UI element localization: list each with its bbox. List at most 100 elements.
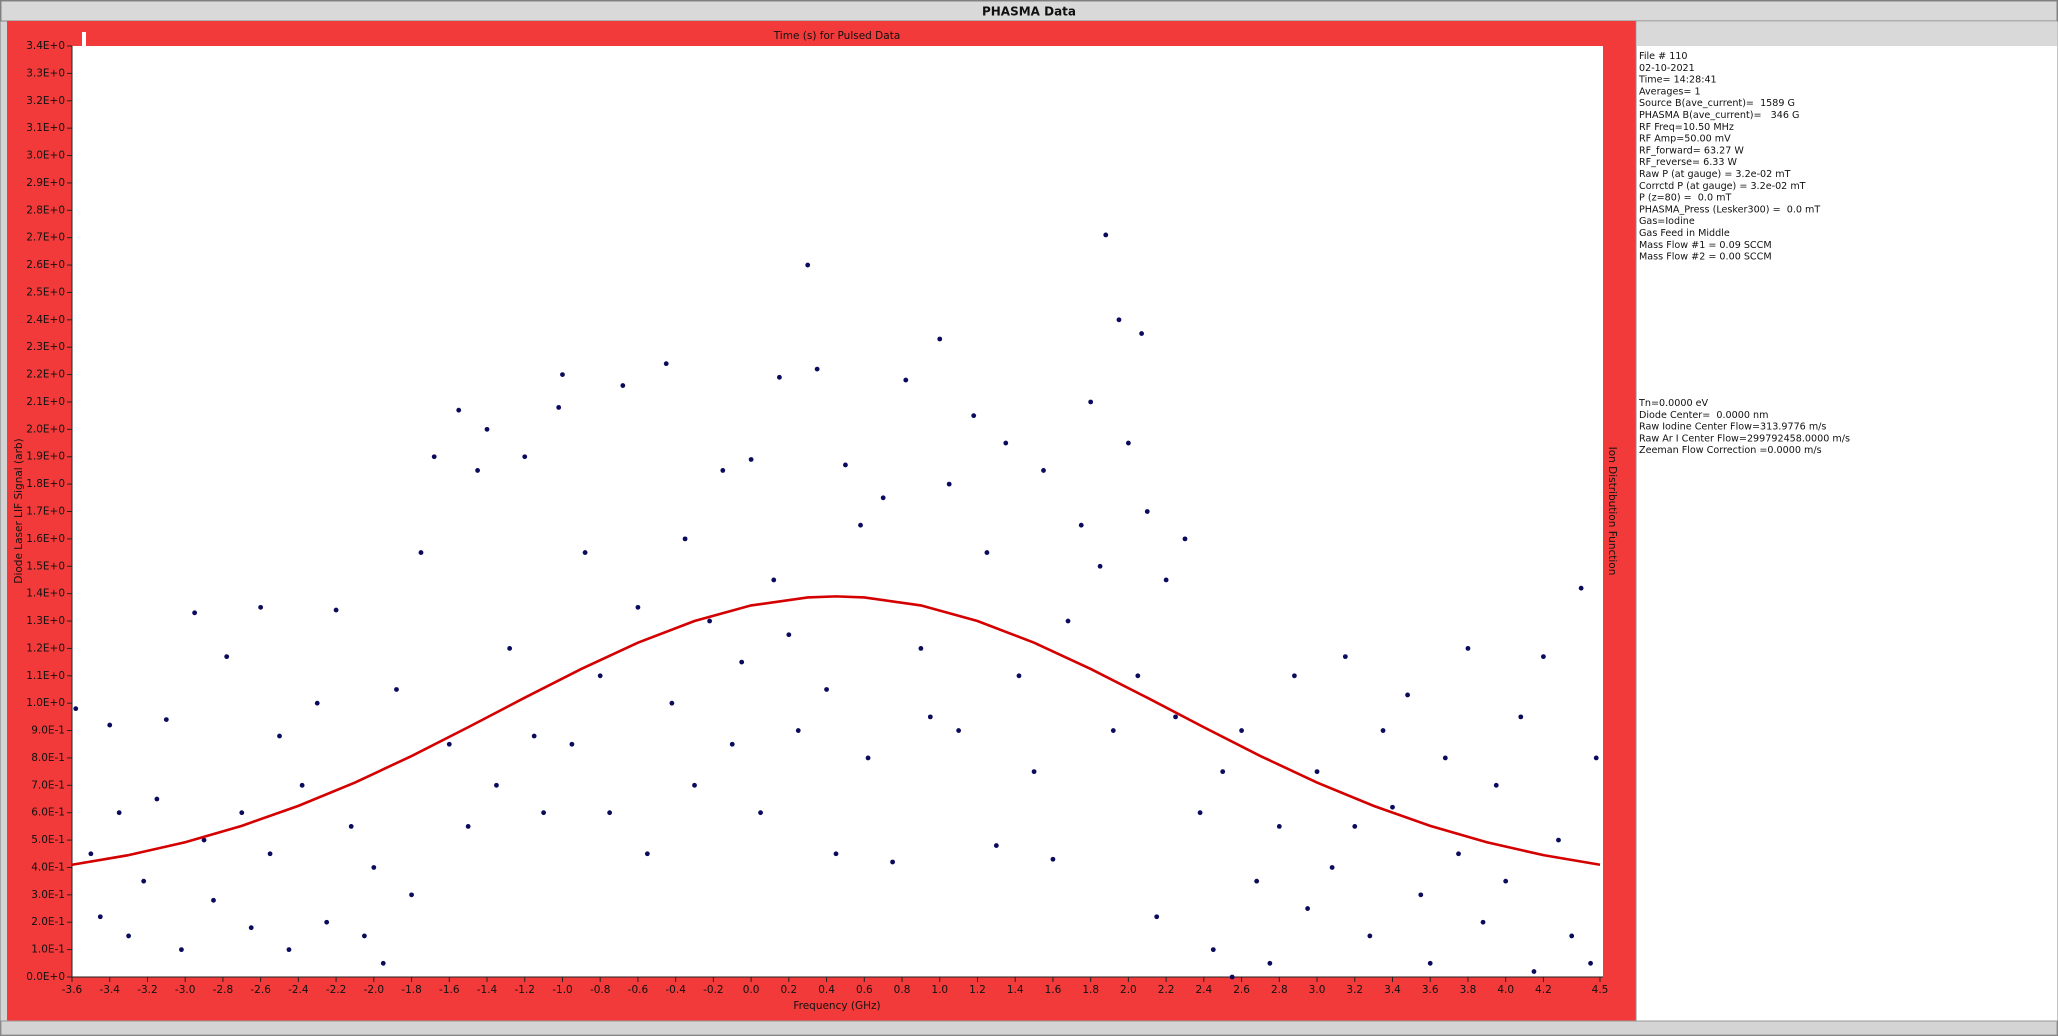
data-point xyxy=(1342,654,1348,660)
x-tick-label: -2.2 xyxy=(326,984,347,996)
data-point xyxy=(314,700,320,706)
data-point xyxy=(1427,960,1433,966)
y-tick-label: 2.0E+0 xyxy=(26,423,65,435)
data-point xyxy=(597,673,603,679)
x-tick-label: -3.2 xyxy=(137,984,158,996)
y-tick-label: 1.3E+0 xyxy=(26,615,65,627)
x-tick-label: 1.4 xyxy=(1007,984,1024,996)
data-point xyxy=(484,426,490,432)
data-point xyxy=(179,947,184,953)
data-point xyxy=(267,851,273,857)
x-tick-label: 3.2 xyxy=(1346,984,1363,996)
data-point xyxy=(1405,692,1410,698)
y-tick-label: 1.5E+0 xyxy=(26,560,65,572)
data-point xyxy=(582,550,588,555)
data-point xyxy=(946,481,952,487)
data-point xyxy=(824,687,829,692)
marker xyxy=(82,32,86,46)
x-tick-label: 2.2 xyxy=(1158,984,1175,996)
info-line: Mass Flow #2 = 0.00 SCCM xyxy=(1639,252,1772,263)
data-point xyxy=(380,960,386,966)
data-point xyxy=(1292,673,1297,679)
data-point xyxy=(1135,673,1141,679)
info-line: Averages= 1 xyxy=(1639,86,1701,97)
y-tick-label: 6.0E-1 xyxy=(31,807,65,819)
data-point xyxy=(739,659,745,665)
data-point xyxy=(1390,804,1395,810)
data-point xyxy=(1173,714,1178,720)
data-point xyxy=(277,733,282,739)
data-point xyxy=(1116,317,1122,323)
x-tick-label: 3.4 xyxy=(1384,984,1401,996)
data-point xyxy=(607,810,613,816)
data-point xyxy=(890,859,895,865)
x-tick-label: 4.0 xyxy=(1497,984,1514,996)
data-point xyxy=(475,468,480,473)
data-point xyxy=(154,796,160,802)
data-point xyxy=(880,495,886,501)
data-point xyxy=(1480,919,1486,925)
info-line: Raw Ar I Center Flow=299792458.0000 m/s xyxy=(1639,433,1850,444)
x-tick-label: -2.6 xyxy=(250,984,271,996)
data-point xyxy=(805,262,811,268)
data-point xyxy=(771,577,777,583)
info-line: Time= 14:28:41 xyxy=(1638,75,1717,86)
y-tick-label: 1.6E+0 xyxy=(26,533,65,545)
data-point xyxy=(1154,914,1160,920)
y-tick-label: 1.0E-1 xyxy=(31,944,65,956)
x-tick-label: -2.4 xyxy=(288,984,309,996)
y-tick-label: 0.0E+0 xyxy=(26,971,65,983)
x-tick-label: 3.0 xyxy=(1309,984,1326,996)
data-point xyxy=(141,878,147,884)
y-tick-label: 2.2E+0 xyxy=(26,369,65,381)
data-point xyxy=(635,604,641,610)
data-point xyxy=(1220,769,1226,775)
x-tick-label: -3.6 xyxy=(62,984,83,996)
data-point xyxy=(560,372,565,377)
data-point xyxy=(333,607,339,613)
data-point xyxy=(361,933,367,939)
y-tick-label: 2.8E+0 xyxy=(26,204,65,216)
x-axis-label: Frequency (GHz) xyxy=(793,1000,880,1012)
data-point xyxy=(248,925,254,931)
data-point xyxy=(858,522,863,528)
data-point xyxy=(1305,906,1311,911)
data-point xyxy=(1276,823,1282,829)
x-tick-label: -1.0 xyxy=(552,984,573,996)
data-point xyxy=(1210,947,1216,953)
data-point xyxy=(1110,728,1116,733)
data-point xyxy=(777,374,782,380)
x-tick-label: 0.6 xyxy=(856,984,873,996)
data-point xyxy=(97,914,103,920)
data-point xyxy=(465,823,471,829)
info-line: Corrctd P (at gauge) = 3.2e-02 mT xyxy=(1639,181,1806,192)
data-point xyxy=(729,741,735,747)
data-point xyxy=(224,654,230,660)
data-point xyxy=(795,728,801,733)
data-point xyxy=(918,646,924,651)
data-point xyxy=(1556,837,1561,843)
y-tick-label: 9.0E-1 xyxy=(31,725,65,737)
info-line: RF_reverse= 6.33 W xyxy=(1639,157,1738,168)
info-line: Gas Feed in Middle xyxy=(1639,228,1730,239)
data-point xyxy=(1493,782,1499,788)
x-tick-label: 2.4 xyxy=(1196,984,1213,996)
data-point xyxy=(833,851,839,857)
data-point xyxy=(1016,673,1022,679)
data-point xyxy=(984,550,990,555)
x-tick-label: 0.0 xyxy=(743,984,760,996)
data-point xyxy=(126,933,131,939)
x-tick-label: 4.2 xyxy=(1535,984,1552,996)
data-point xyxy=(786,632,792,638)
data-point xyxy=(556,405,562,410)
x-tick-label: -2.8 xyxy=(213,984,234,996)
y-tick-label: 2.4E+0 xyxy=(26,314,65,326)
y-tick-label: 3.4E+0 xyxy=(26,40,65,52)
data-point xyxy=(956,728,962,733)
x-tick-label: -0.2 xyxy=(703,984,724,996)
y-tick-label: 1.1E+0 xyxy=(26,670,65,682)
data-point xyxy=(1003,440,1009,446)
data-point xyxy=(1097,563,1103,569)
y-tick-label: 2.9E+0 xyxy=(26,177,65,189)
